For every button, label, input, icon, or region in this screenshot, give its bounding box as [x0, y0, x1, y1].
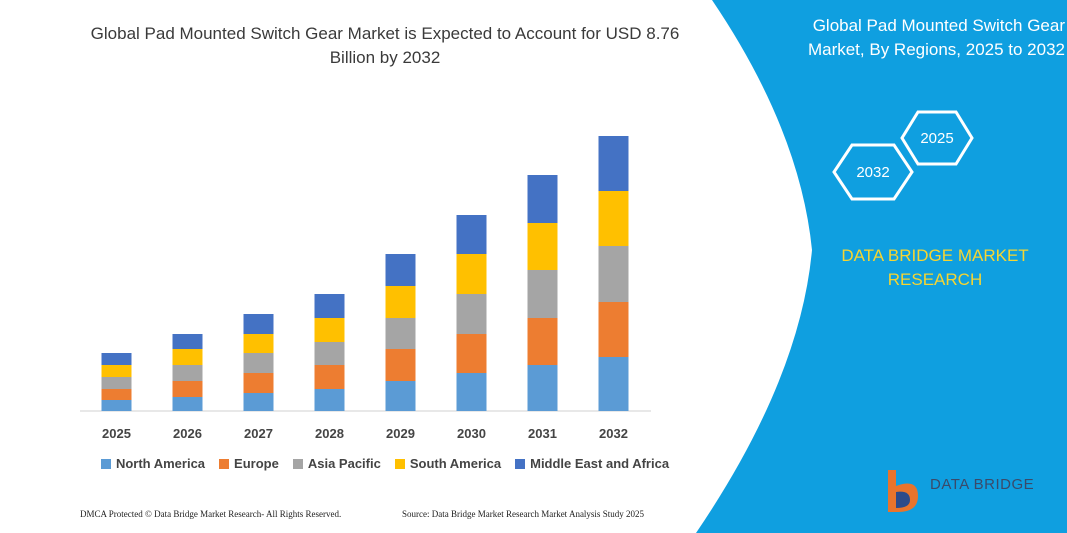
legend-label: North America	[115, 456, 206, 471]
chart-title: Global Pad Mounted Switch Gear Market is…	[90, 24, 680, 67]
legend-item: Middle East and Africa	[515, 456, 669, 471]
x-tick-label: 2028	[315, 426, 344, 441]
x-tick-label: 2027	[244, 426, 273, 441]
legend-item: Europe	[219, 456, 279, 471]
bar-segment	[527, 175, 558, 223]
bar-segment	[314, 318, 345, 342]
x-tick-label: 2032	[599, 426, 628, 441]
bar-segment	[172, 397, 203, 411]
legend-swatch	[219, 458, 230, 469]
bar-segment	[101, 389, 132, 400]
bar-segment	[314, 294, 345, 318]
hex-label: 2032	[856, 164, 889, 181]
bar-segment	[172, 365, 203, 381]
bar-segment	[101, 400, 132, 411]
bar-segment	[385, 381, 416, 411]
legend-swatch	[292, 458, 303, 469]
hexagons	[832, 110, 974, 201]
bar-segment	[243, 314, 274, 334]
footer-source: Source: Data Bridge Market Research Mark…	[402, 509, 644, 519]
legend-item: Asia Pacific	[292, 456, 381, 471]
legend-label: Europe	[234, 456, 279, 471]
side-panel	[696, 0, 1067, 533]
bar-segment	[385, 349, 416, 381]
bar-segment	[456, 373, 487, 411]
bar-segment	[527, 318, 558, 365]
x-tick-label: 2026	[173, 426, 202, 441]
bar-segment	[456, 254, 487, 294]
bar-segment	[101, 377, 132, 389]
bar-segment	[314, 365, 345, 389]
legend-label: South America	[409, 456, 502, 471]
legend-label: Middle East and Africa	[530, 456, 670, 471]
bar-segment	[527, 365, 558, 411]
bar-segment	[243, 393, 274, 411]
bar-segment	[101, 353, 132, 365]
bar-segment	[598, 302, 629, 357]
bar-segment	[314, 342, 345, 365]
logo-text: DATA BRIDGE	[930, 476, 1035, 493]
bar-segment	[598, 191, 629, 246]
bar-segment	[598, 357, 629, 411]
bar-segment	[456, 215, 487, 254]
bar-segment	[527, 223, 558, 270]
bar-segment	[172, 381, 203, 397]
bar-segment	[172, 334, 203, 349]
bar-segment	[598, 246, 629, 302]
x-tick-label: 2031	[528, 426, 557, 441]
legend-item: North America	[100, 456, 206, 471]
logo-mark	[888, 470, 918, 512]
bar-segment	[456, 294, 487, 334]
legend-item: South America	[394, 456, 502, 471]
legend-swatch	[100, 458, 111, 469]
bar-segment	[385, 254, 416, 286]
bar-segment	[456, 334, 487, 373]
bar-segment	[243, 373, 274, 393]
bar-segment	[314, 389, 345, 411]
panel-brand: DATA BRIDGE MARKET RESEARCH	[841, 246, 1029, 289]
bars: 2025 2026 2027 2028 2029 2030 2031 2032	[101, 136, 629, 441]
x-tick-label: 2025	[102, 426, 131, 441]
bar-segment	[172, 349, 203, 365]
bar-segment	[598, 136, 629, 191]
panel-title: Global Pad Mounted Switch Gear Market, B…	[807, 16, 1065, 59]
bar-segment	[243, 334, 274, 353]
bar-segment	[385, 318, 416, 349]
legend: North America Europe Asia Pacific South Ame…	[80, 456, 690, 471]
legend-swatch	[394, 458, 405, 469]
legend-swatch	[515, 458, 526, 469]
bar-segment	[243, 353, 274, 373]
footer-note: DMCA Protected © Data Bridge Market Rese…	[80, 509, 342, 519]
bar-segment	[101, 365, 132, 377]
hex-label: 2025	[920, 130, 953, 147]
bar-segment	[385, 286, 416, 318]
bar-segment	[527, 270, 558, 318]
x-tick-label: 2029	[386, 426, 415, 441]
x-tick-label: 2030	[457, 426, 486, 441]
legend-label: Asia Pacific	[307, 456, 381, 471]
